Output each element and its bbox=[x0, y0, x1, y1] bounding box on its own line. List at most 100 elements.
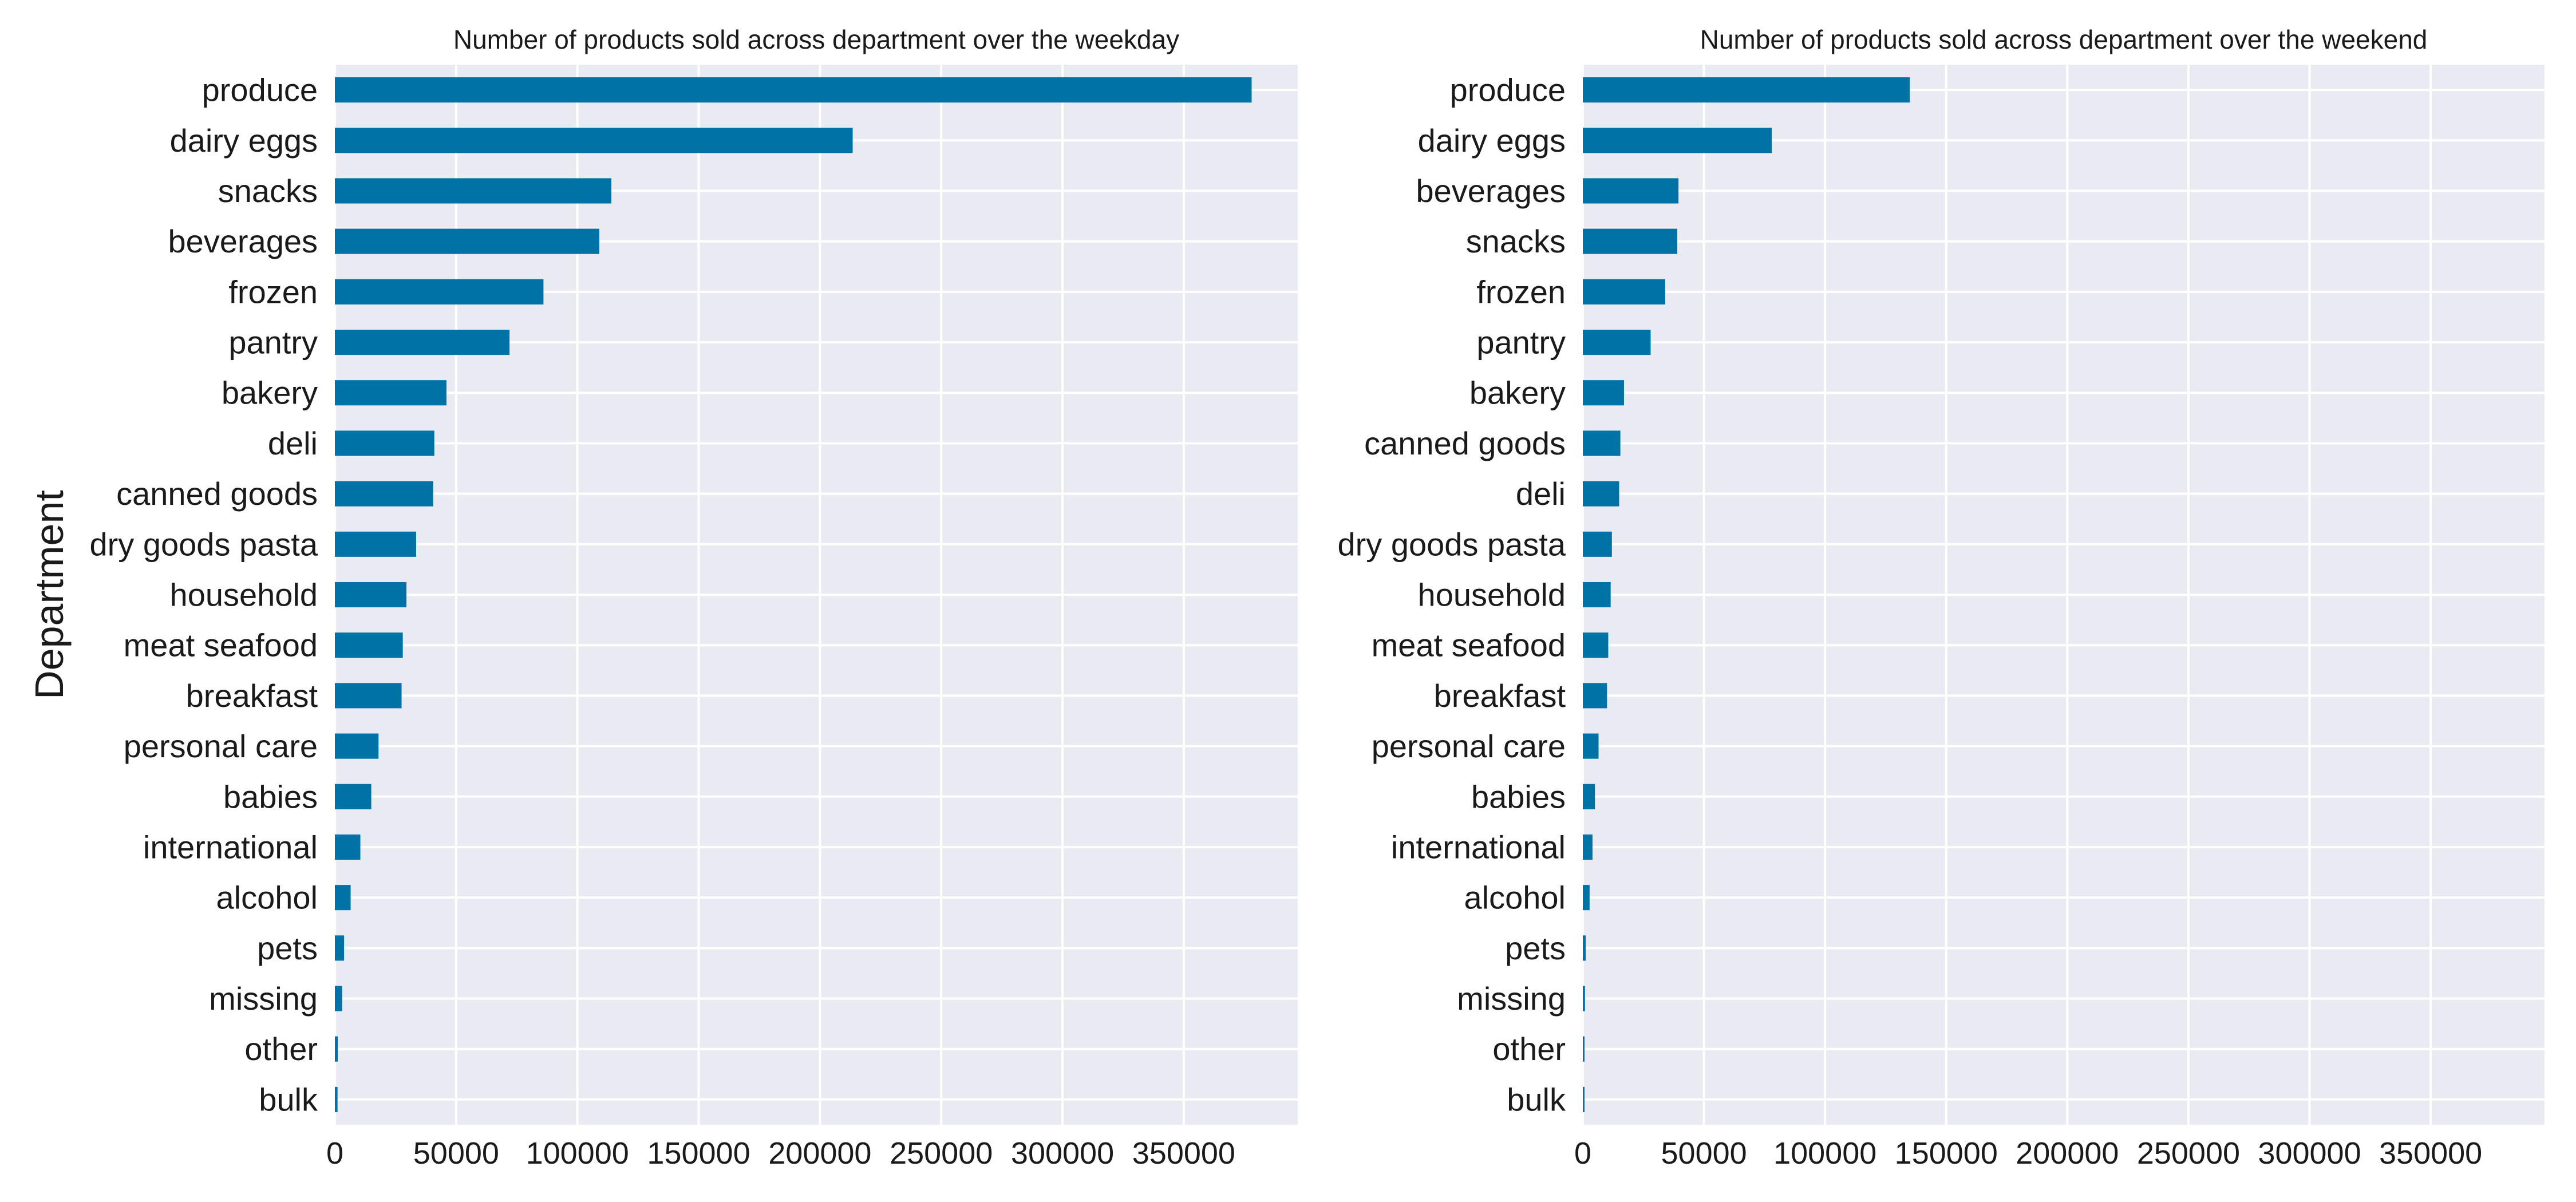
chart-title: Number of products sold across departmen… bbox=[1700, 25, 2428, 54]
bar bbox=[1583, 430, 1621, 456]
bar bbox=[335, 784, 372, 809]
bar bbox=[1583, 885, 1590, 911]
bar bbox=[335, 986, 342, 1011]
bar bbox=[1583, 632, 1609, 658]
category-label: pets bbox=[257, 930, 318, 966]
bar bbox=[335, 178, 611, 204]
category-label: meat seafood bbox=[1372, 627, 1566, 663]
category-label: snacks bbox=[1466, 223, 1566, 259]
category-label: personal care bbox=[124, 728, 318, 764]
bar bbox=[335, 430, 434, 456]
category-label: frozen bbox=[1476, 274, 1566, 310]
category-label: alcohol bbox=[1464, 880, 1566, 916]
bar bbox=[335, 531, 416, 557]
chart-panel-2: produce dairy eggs beverages snacks frozen pa… bbox=[1338, 25, 2545, 1171]
category-label: babies bbox=[1471, 778, 1566, 814]
bar bbox=[1583, 531, 1612, 557]
bar bbox=[335, 834, 361, 860]
category-label: international bbox=[143, 829, 318, 865]
bar bbox=[1583, 178, 1679, 204]
x-tick-label: 300000 bbox=[1011, 1136, 1114, 1171]
bar bbox=[335, 128, 853, 153]
category-label: beverages bbox=[168, 223, 318, 259]
x-tick-label: 350000 bbox=[2379, 1136, 2482, 1171]
category-label: canned goods bbox=[1364, 425, 1566, 461]
category-label: bulk bbox=[1507, 1081, 1566, 1117]
bar bbox=[335, 330, 510, 355]
category-label: missing bbox=[209, 980, 318, 1017]
category-label: pantry bbox=[228, 325, 318, 361]
x-tick-label: 250000 bbox=[2137, 1136, 2240, 1171]
bar bbox=[1583, 784, 1595, 809]
x-tick-label: 100000 bbox=[526, 1136, 629, 1171]
category-label: dairy eggs bbox=[170, 122, 318, 159]
bar bbox=[1583, 1086, 1585, 1112]
category-label: bulk bbox=[259, 1081, 318, 1117]
category-label: household bbox=[170, 577, 318, 613]
bar bbox=[335, 77, 1252, 103]
category-label: produce bbox=[1450, 72, 1566, 108]
x-tick-label: 50000 bbox=[413, 1136, 499, 1171]
x-tick-label: 0 bbox=[326, 1136, 343, 1171]
category-label: dry goods pasta bbox=[90, 526, 318, 562]
category-label: dry goods pasta bbox=[1338, 526, 1566, 562]
category-label: meat seafood bbox=[124, 627, 318, 663]
bar bbox=[1583, 380, 1624, 406]
x-tick-label: 150000 bbox=[1895, 1136, 1998, 1171]
bar bbox=[1583, 733, 1599, 759]
category-label: missing bbox=[1457, 980, 1566, 1017]
bar bbox=[335, 279, 544, 305]
bar bbox=[1583, 77, 1910, 103]
category-label: bakery bbox=[222, 375, 318, 411]
x-tick-label: 200000 bbox=[2016, 1136, 2119, 1171]
category-label: personal care bbox=[1372, 728, 1566, 764]
category-label: other bbox=[244, 1031, 318, 1067]
bar bbox=[1583, 279, 1665, 305]
category-label: deli bbox=[268, 425, 318, 461]
bar bbox=[335, 380, 447, 406]
bar bbox=[1583, 228, 1678, 254]
bar bbox=[1583, 986, 1585, 1011]
category-label: dairy eggs bbox=[1418, 122, 1566, 159]
category-label: produce bbox=[202, 72, 318, 108]
category-label: bakery bbox=[1469, 375, 1566, 411]
category-label: pantry bbox=[1476, 325, 1566, 361]
bar bbox=[335, 935, 345, 961]
x-tick-label: 0 bbox=[1574, 1136, 1591, 1171]
category-label: breakfast bbox=[186, 678, 318, 714]
chart-panel-1: produce dairy eggs snacks beverages frozen pa… bbox=[27, 25, 1298, 1171]
x-tick-label: 300000 bbox=[2258, 1136, 2361, 1171]
bar bbox=[1583, 330, 1651, 355]
chart-title: Number of products sold across departmen… bbox=[453, 25, 1179, 54]
bar bbox=[335, 683, 402, 709]
bar bbox=[1583, 481, 1619, 507]
category-label: alcohol bbox=[216, 880, 318, 916]
category-label: international bbox=[1391, 829, 1566, 865]
bar bbox=[1583, 935, 1586, 961]
x-tick-label: 100000 bbox=[1773, 1136, 1876, 1171]
bar bbox=[335, 885, 351, 911]
x-tick-label: 150000 bbox=[647, 1136, 750, 1171]
category-label: breakfast bbox=[1434, 678, 1566, 714]
bar bbox=[335, 632, 403, 658]
category-label: other bbox=[1492, 1031, 1566, 1067]
bar bbox=[335, 481, 433, 507]
category-label: pets bbox=[1505, 930, 1566, 966]
bar bbox=[1583, 834, 1593, 860]
bar bbox=[335, 733, 379, 759]
bar bbox=[1583, 128, 1772, 153]
x-tick-label: 250000 bbox=[890, 1136, 993, 1171]
bar bbox=[1583, 1036, 1585, 1062]
x-tick-label: 50000 bbox=[1661, 1136, 1747, 1171]
category-label: canned goods bbox=[116, 476, 318, 512]
bar bbox=[1583, 683, 1607, 709]
bar bbox=[335, 1036, 338, 1062]
category-label: snacks bbox=[218, 173, 318, 209]
bar bbox=[335, 1086, 338, 1112]
category-label: frozen bbox=[228, 274, 318, 310]
x-tick-label: 200000 bbox=[768, 1136, 871, 1171]
y-axis-label: Department bbox=[27, 490, 72, 699]
category-label: babies bbox=[223, 778, 318, 814]
category-label: household bbox=[1418, 577, 1566, 613]
